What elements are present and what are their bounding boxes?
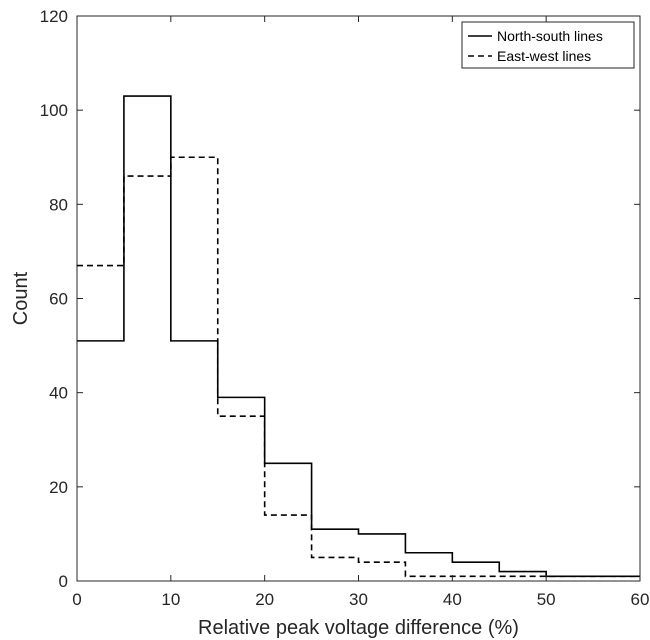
y-tick-label: 40 bbox=[49, 384, 68, 403]
x-tick-label: 10 bbox=[161, 590, 180, 609]
series-east-west-line bbox=[77, 156, 640, 578]
y-tick-label: 0 bbox=[59, 572, 68, 591]
series-layer bbox=[77, 95, 640, 578]
x-tick-label: 30 bbox=[349, 590, 368, 609]
y-tick-label: 60 bbox=[49, 290, 68, 309]
legend: North-south lines East-west lines bbox=[461, 21, 635, 69]
y-axis-label: Count bbox=[10, 271, 32, 325]
legend-box bbox=[461, 21, 635, 69]
x-axis-label: Relative peak voltage difference (%) bbox=[198, 617, 519, 639]
x-tick-label: 20 bbox=[255, 590, 274, 609]
legend-label-east-west: East-west lines bbox=[497, 48, 591, 64]
x-tick-label: 60 bbox=[631, 590, 650, 609]
y-tick-label: 120 bbox=[40, 7, 68, 26]
y-tick-label: 20 bbox=[49, 478, 68, 497]
x-tick-label: 0 bbox=[72, 590, 81, 609]
y-tick-label: 100 bbox=[40, 101, 68, 120]
x-axis-ticks: 0 10 20 30 40 50 60 bbox=[72, 16, 649, 609]
y-tick-label: 80 bbox=[49, 195, 68, 214]
x-tick-label: 40 bbox=[443, 590, 462, 609]
axes-box bbox=[76, 15, 641, 582]
plot-area bbox=[76, 15, 641, 582]
legend-label-north-south: North-south lines bbox=[497, 28, 603, 44]
y-axis-ticks: 0 20 40 60 80 100 120 bbox=[40, 7, 640, 591]
x-tick-label: 50 bbox=[537, 590, 556, 609]
series-north-south-line bbox=[77, 95, 640, 578]
